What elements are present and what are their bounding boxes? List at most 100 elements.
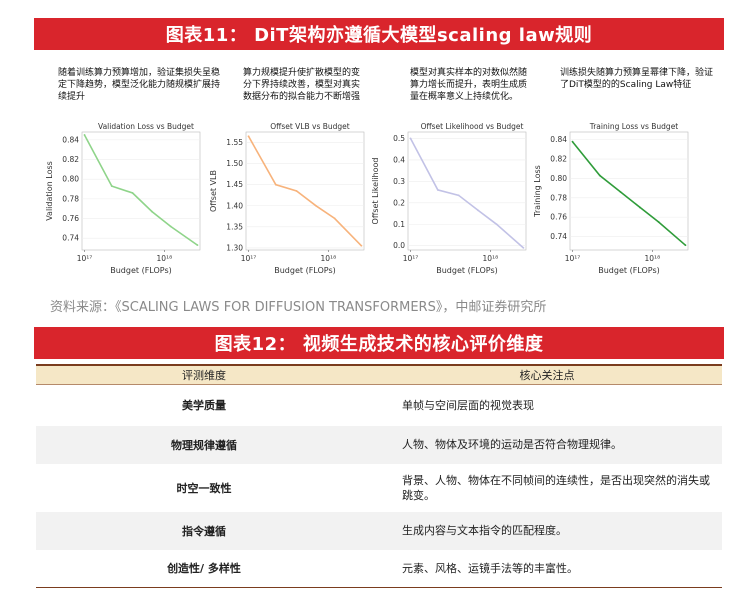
data-point (110, 185, 113, 187)
y-tick-label: 0.3 (393, 177, 405, 186)
data-point (657, 221, 660, 223)
data-point (477, 209, 479, 212)
focus-cell: 人物、物体及环境的运动是否符合物理规律。 (372, 425, 722, 464)
dimension-cell: 物理规律遵循 (36, 425, 372, 464)
chart-title: Training Loss vs Budget (589, 122, 679, 131)
dimension-cell: 指令遵循 (36, 511, 372, 550)
evaluation-dimensions-table: 评测维度 核心关注点 美学质量 单帧与空间层面的视觉表现 物理规律遵循 人物、物… (36, 364, 722, 588)
y-axis-label: Offset Likelihood (371, 158, 380, 225)
offset-vlb-chart: Offset VLB vs Budget 1.55 1.50 1.45 1.40 1.35… (206, 118, 376, 278)
focus-cell: 生成内容与文本指令的匹配程度。 (372, 511, 722, 550)
data-point (619, 191, 622, 193)
x-axis-label: Budget (FLOPs) (110, 266, 171, 275)
y-tick-label: 0.80 (62, 175, 79, 184)
series-line (571, 141, 686, 246)
data-point (436, 189, 439, 191)
y-tick-label: 0.84 (550, 135, 567, 144)
data-point (522, 246, 525, 249)
y-axis-label: Training Loss (533, 165, 542, 218)
training-loss-chart: Training Loss vs Budget 0.84 0.82 0.80 0.78 0… (530, 118, 700, 278)
data-point (684, 244, 687, 247)
x-tick-label: 10¹⁷ (77, 254, 93, 263)
x-tick-label: 10¹⁷ (565, 254, 581, 263)
chart-title: Offset Likelihood vs Budget (421, 122, 524, 131)
focus-cell: 背景、人物、物体在不同帧间的连续性，是否出现突然的消失或跳变。 (402, 473, 710, 502)
x-tick-label: 10¹⁷ (241, 254, 257, 263)
chart-svg: Offset Likelihood vs Budget 0.5 0.4 0.3 0.2 0… (371, 122, 527, 275)
chart-svg: Validation Loss vs Budget 0.84 0.82 0.80 0.7… (45, 122, 201, 275)
y-tick-label: 0.2 (393, 198, 405, 207)
data-point (457, 194, 460, 197)
series-line (247, 135, 362, 247)
y-tick-label: 0.0 (393, 241, 405, 250)
y-tick-label: 0.74 (62, 234, 79, 243)
series-line (83, 134, 198, 246)
plot-frame (245, 131, 365, 251)
chart-title: Validation Loss vs Budget (98, 122, 194, 131)
x-tick-label: 10¹⁸ (321, 254, 337, 263)
y-tick-label: 0.76 (550, 213, 567, 222)
y-axis-label: Validation Loss (45, 161, 54, 221)
x-tick-label: 10¹⁸ (483, 254, 499, 263)
x-axis-label: Budget (FLOPs) (436, 266, 497, 275)
offset-likelihood-chart: Offset Likelihood vs Budget 0.5 0.4 0.3 0.2 0… (368, 118, 538, 278)
header-focus: 核心关注点 (372, 364, 722, 385)
table-row: 时空一致性 背景、人物、物体在不同帧间的连续性，是否出现突然的消失或跳变。 (36, 464, 722, 512)
focus-cell: 元素、风格、运镜手法等的丰富性。 (372, 549, 722, 588)
data-point (295, 190, 298, 192)
data-point (639, 206, 641, 209)
description-2: 算力规模提升使扩散模型的变分下界持续改善，模型对真实数据分布的拟合能力不断增强 (243, 68, 361, 102)
y-tick-label: 0.84 (62, 135, 79, 144)
dimension-cell: 创造性/ 多样性 (36, 549, 372, 588)
data-point (571, 140, 574, 143)
data-point (169, 225, 172, 228)
data-point (131, 192, 134, 194)
table-row: 物理规律遵循 人物、物体及环境的运动是否符合物理规律。 (36, 425, 722, 464)
data-point (409, 137, 412, 140)
y-tick-label: 1.55 (226, 138, 243, 147)
dimension-cell: 美学质量 (182, 399, 226, 413)
x-tick-label: 10¹⁸ (157, 254, 173, 263)
y-tick-label: 0.78 (550, 193, 567, 202)
data-point (598, 174, 601, 177)
description-1: 随着训练算力预算增加，验证集损失呈稳定下降趋势，模型泛化能力随规模扩展持续提升 (58, 68, 221, 102)
data-point (196, 244, 199, 246)
y-tick-label: 0.78 (62, 194, 79, 203)
y-tick-label: 0.82 (62, 155, 79, 164)
x-axis-label: Budget (FLOPs) (598, 266, 659, 275)
y-axis-label: Offset VLB (209, 170, 218, 212)
chart-svg: Offset VLB vs Budget 1.55 1.50 1.45 1.40 1.35… (209, 122, 365, 275)
table-row: 美学质量 单帧与空间层面的视觉表现 (36, 385, 722, 426)
y-tick-label: 1.40 (226, 201, 243, 210)
x-tick-label: 10¹⁸ (645, 254, 661, 263)
table-row: 指令遵循 生成内容与文本指令的匹配程度。 (36, 511, 722, 550)
y-tick-label: 0.76 (62, 214, 79, 223)
chart-svg: Training Loss vs Budget 0.84 0.82 0.80 0.78 0… (533, 122, 689, 275)
data-point (495, 223, 498, 226)
figure-12-title-banner: 图表12： 视频生成技术的核心评价维度 (34, 327, 724, 359)
y-tick-label: 0.4 (393, 155, 405, 164)
description-3: 模型对真实样本的对数似然随算力增长而提升，表明生成质量在概率意义上持续优化。 (410, 68, 528, 102)
x-axis-label: Budget (FLOPs) (274, 266, 335, 275)
data-point (274, 183, 277, 186)
data-point (83, 134, 86, 136)
data-point (247, 135, 250, 138)
header-dimension: 评测维度 (36, 364, 372, 385)
data-point (151, 210, 153, 213)
focus-cell: 单帧与空间层面的视觉表现 (402, 398, 534, 412)
plot-frame (407, 131, 527, 251)
y-tick-label: 0.82 (550, 155, 567, 164)
y-tick-label: 1.45 (226, 180, 243, 189)
data-point (315, 204, 317, 207)
source-note: 资料来源：《SCALING LAWS FOR DIFFUSION TRANSFO… (50, 300, 547, 315)
y-tick-label: 0.80 (550, 174, 567, 183)
y-tick-label: 1.35 (226, 222, 243, 231)
data-point (360, 244, 363, 247)
y-tick-label: 1.50 (226, 159, 243, 168)
y-tick-label: 0.74 (550, 232, 567, 241)
validation-loss-chart: Validation Loss vs Budget 0.84 0.82 0.80 0.7… (42, 118, 212, 278)
table-row: 创造性/ 多样性 元素、风格、运镜手法等的丰富性。 (36, 549, 722, 588)
plot-frame (81, 131, 201, 251)
dimension-cell: 时空一致性 (176, 481, 232, 495)
data-point (333, 217, 336, 220)
